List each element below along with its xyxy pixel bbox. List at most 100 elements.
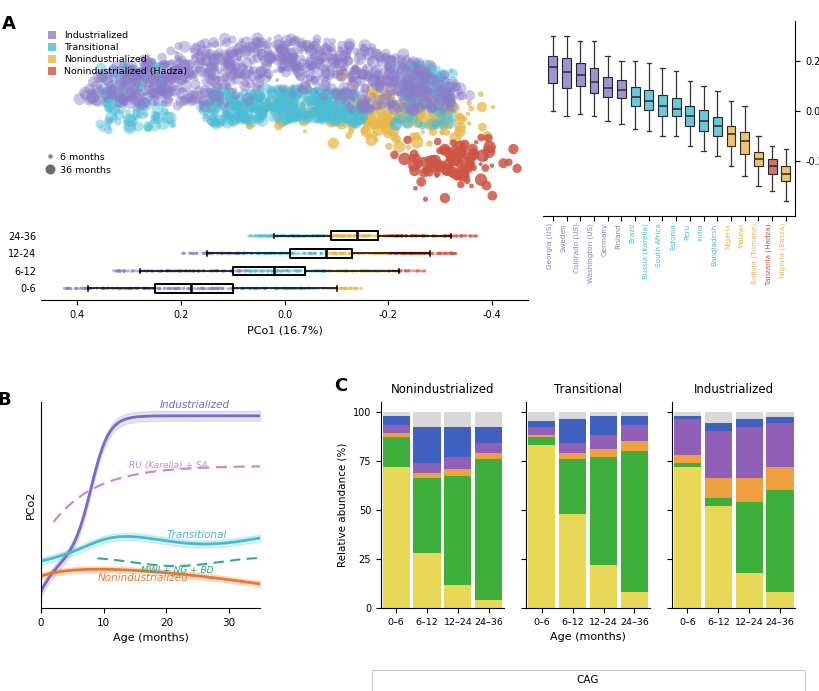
Point	[182, 283, 195, 294]
Point	[288, 95, 301, 106]
Point	[421, 86, 434, 97]
Point	[284, 32, 297, 44]
Point	[318, 265, 331, 276]
Point	[97, 283, 110, 294]
Point	[372, 75, 385, 86]
Point	[123, 120, 136, 131]
Point	[230, 248, 243, 259]
Point	[424, 108, 437, 119]
Point	[123, 283, 136, 294]
Point	[327, 100, 340, 111]
Point	[442, 231, 455, 242]
Point	[272, 84, 285, 95]
Point	[303, 283, 316, 294]
Point	[224, 56, 237, 67]
Point	[305, 231, 318, 242]
Point	[346, 74, 359, 85]
Point	[316, 230, 329, 241]
Point	[359, 102, 372, 113]
Point	[441, 91, 454, 102]
Point	[260, 56, 273, 67]
Point	[120, 71, 133, 82]
Point	[147, 265, 160, 276]
Point	[148, 65, 161, 76]
Point	[335, 40, 348, 51]
Point	[437, 106, 450, 117]
Point	[234, 88, 247, 100]
Point	[304, 107, 317, 118]
Point	[292, 108, 305, 119]
Point	[443, 90, 456, 101]
Point	[333, 105, 346, 116]
Point	[433, 248, 446, 259]
Point	[220, 86, 233, 97]
Point	[349, 283, 362, 294]
Point	[118, 112, 131, 123]
Point	[292, 105, 305, 116]
Point	[398, 100, 411, 111]
Point	[239, 265, 252, 276]
PathPatch shape	[712, 117, 721, 136]
Point	[234, 265, 247, 276]
Point	[87, 91, 100, 102]
Point	[410, 87, 423, 98]
Point	[445, 93, 458, 104]
Point	[250, 283, 263, 294]
Point	[204, 247, 217, 258]
Point	[274, 47, 287, 58]
Point	[327, 138, 340, 149]
Point	[506, 144, 519, 155]
Point	[198, 87, 211, 98]
Point	[414, 265, 428, 276]
Point	[179, 265, 192, 276]
Point	[70, 283, 84, 294]
Point	[362, 104, 375, 115]
Point	[393, 94, 406, 105]
Point	[147, 283, 160, 294]
Point	[219, 265, 232, 276]
Point	[348, 65, 361, 76]
Point	[119, 283, 132, 294]
Point	[275, 107, 288, 118]
Point	[409, 84, 422, 95]
Point	[269, 100, 283, 111]
Point	[255, 265, 268, 276]
Point	[140, 283, 153, 294]
Point	[431, 72, 444, 83]
Point	[382, 112, 396, 123]
Point	[338, 55, 351, 66]
Point	[152, 112, 165, 123]
Point	[296, 230, 309, 241]
Point	[156, 87, 169, 98]
Point	[147, 95, 161, 106]
Point	[274, 116, 287, 127]
Point	[237, 99, 250, 110]
Point	[177, 283, 190, 294]
Point	[286, 230, 299, 241]
Point	[140, 97, 153, 108]
Point	[152, 283, 165, 294]
Point	[340, 42, 353, 53]
Point	[418, 265, 431, 276]
Point	[322, 87, 335, 98]
Point	[294, 283, 307, 294]
Point	[261, 97, 274, 108]
Point	[347, 87, 360, 98]
Point	[432, 145, 446, 156]
Point	[442, 82, 455, 93]
Point	[319, 57, 333, 68]
Point	[144, 85, 157, 96]
Point	[301, 230, 314, 241]
Point	[224, 53, 237, 64]
Point	[333, 230, 346, 241]
Point	[79, 283, 93, 294]
Bar	[673, 455, 700, 463]
Point	[388, 230, 401, 241]
Point	[192, 265, 205, 276]
Point	[345, 108, 358, 119]
Point	[336, 248, 349, 259]
Point	[337, 106, 350, 117]
Point	[220, 117, 233, 129]
Point	[263, 52, 276, 63]
Point	[261, 248, 274, 259]
